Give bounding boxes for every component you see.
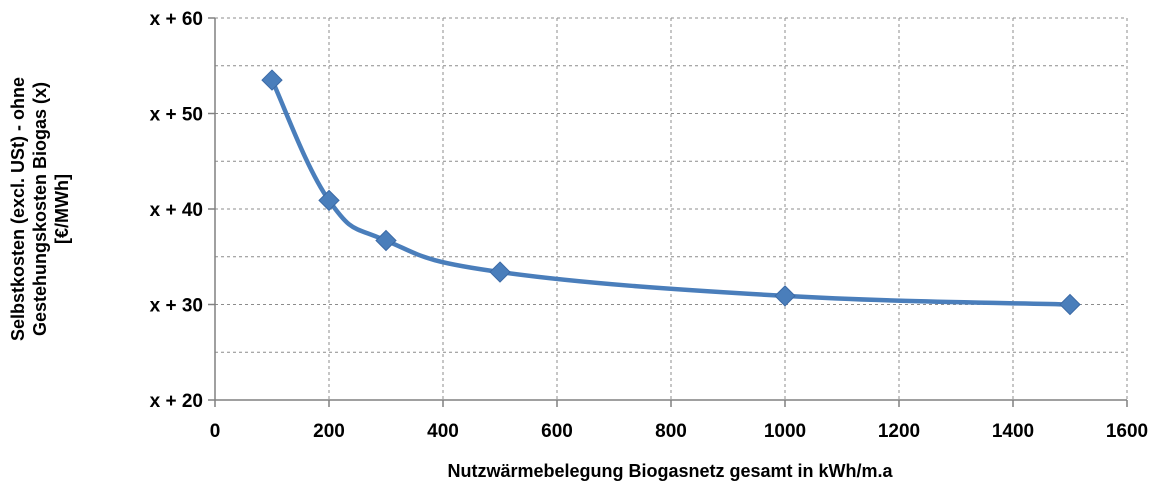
grid-layer (215, 17, 1128, 400)
x-tick-label: 1400 (992, 421, 1034, 442)
y-tick-label: x + 40 (150, 200, 203, 221)
x-tick-label: 0 (210, 421, 221, 442)
data-point-marker (318, 189, 340, 212)
x-tick-label: 400 (427, 421, 459, 442)
y-tick-label: x + 20 (150, 391, 203, 412)
x-tick-label: 200 (313, 421, 345, 442)
axes-layer (208, 17, 1128, 407)
data-point-marker (375, 229, 397, 252)
data-point-marker (489, 261, 511, 283)
x-tick-label: 1200 (878, 421, 920, 442)
y-tick-label: x + 60 (150, 9, 203, 30)
labels-layer: x + 20 x + 30 x + 40 x + 50 x + 60 0 200 400 600… (150, 9, 1149, 442)
data-point-marker (774, 285, 796, 307)
x-tick-label: 1000 (764, 421, 806, 442)
x-tick-label: 1600 (1106, 421, 1148, 442)
y-axis-title-line: Selbstkosten (excl. USt) - ohne (8, 77, 28, 341)
x-tick-label: 800 (655, 421, 687, 442)
x-axis-title: Nutzwärmebelegung Biogasnetz gesamt in k… (447, 461, 893, 481)
y-axis-title-line: [€/MWh] (52, 174, 72, 244)
y-axis-title: Selbstkosten (excl. USt) - ohne Gestehung… (8, 77, 72, 341)
y-tick-label: x + 30 (150, 296, 203, 317)
x-tick-label: 600 (541, 421, 573, 442)
y-tick-label: x + 50 (150, 105, 203, 126)
y-axis-title-line: Gestehungskosten Biogas (x) (30, 82, 50, 336)
data-point-marker (1059, 293, 1081, 316)
series-layer (261, 69, 1081, 316)
data-point-marker (261, 69, 283, 91)
